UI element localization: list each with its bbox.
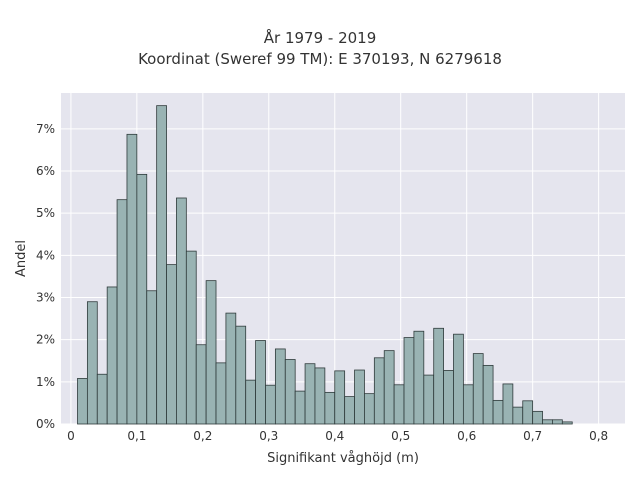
gridlines [61, 93, 625, 425]
histogram-bar [423, 374, 435, 425]
histogram-bar [235, 325, 247, 425]
histogram-bar [561, 421, 573, 425]
histogram-bar [205, 280, 217, 425]
histogram-bar [86, 301, 98, 425]
histogram-bar [364, 393, 375, 425]
histogram-bar [255, 340, 266, 425]
histogram-bar [472, 353, 484, 425]
histogram-bar [245, 379, 256, 425]
histogram-bar [284, 359, 296, 425]
x-tick-label: 0,2 [193, 429, 212, 443]
histogram-bar [453, 333, 464, 425]
x-tick-label: 0 [67, 429, 75, 443]
histogram-bar [344, 396, 355, 425]
y-axis-label: Andel [14, 240, 29, 277]
histogram-bar [552, 419, 563, 425]
histogram-bar [185, 250, 197, 425]
histogram-bar [433, 327, 444, 425]
x-tick-label: 0,7 [523, 429, 542, 443]
histogram-bar [443, 370, 454, 425]
histogram-bar [195, 344, 207, 425]
histogram-bar [334, 370, 346, 425]
histogram-bar [482, 364, 494, 425]
histogram-bar [532, 410, 543, 425]
histogram-bar [383, 350, 395, 425]
histogram-bar [166, 264, 177, 425]
histogram-bar [294, 390, 306, 425]
x-tick-label: 0,1 [127, 429, 146, 443]
x-axis-ticks: 0 0,1 0,2 0,3 0,4 0,5 0,6 0,7 0,8 [67, 429, 608, 443]
histogram-bar [492, 399, 504, 425]
histogram-bar [413, 330, 425, 425]
histogram-bar [274, 348, 286, 425]
y-tick-label: 4% [36, 248, 55, 262]
x-tick-label: 0,5 [391, 429, 410, 443]
histogram-bar [77, 378, 88, 425]
histogram-bar [522, 400, 534, 425]
histogram-bar [96, 373, 108, 425]
histogram-bar [324, 391, 336, 425]
y-tick-label: 2% [36, 333, 55, 347]
y-tick-label: 5% [36, 206, 55, 220]
histogram-bar [106, 286, 118, 425]
histogram-bar [146, 290, 158, 425]
y-tick-label: 0% [36, 417, 55, 431]
x-tick-label: 0,3 [259, 429, 278, 443]
chart-title: År 1979 - 2019 [263, 29, 377, 47]
histogram-bar [304, 363, 316, 425]
x-tick-label: 0,4 [325, 429, 344, 443]
histogram-bar [542, 419, 553, 425]
histogram-bar [314, 367, 326, 425]
y-tick-label: 3% [36, 291, 55, 305]
bars [77, 105, 573, 425]
x-tick-label: 0,8 [589, 429, 608, 443]
histogram-bar [393, 384, 405, 425]
histogram-bar [136, 173, 148, 425]
histogram-bar [156, 105, 167, 425]
histogram-bar [215, 362, 227, 425]
histogram-bar [116, 199, 128, 425]
y-tick-label: 1% [36, 375, 55, 389]
chart-subtitle: Koordinat (Sweref 99 TM): E 370193, N 62… [138, 50, 502, 68]
x-axis-label: Signifikant våghöjd (m) [267, 451, 419, 466]
y-tick-label: 6% [36, 164, 55, 178]
histogram-bar [225, 312, 237, 425]
x-tick-label: 0,6 [457, 429, 476, 443]
histogram-bar [502, 383, 514, 425]
histogram-bar [265, 384, 276, 425]
y-tick-label: 7% [36, 122, 55, 136]
histogram-bar [176, 197, 187, 425]
histogram-bar [354, 369, 365, 425]
histogram-bar [403, 337, 415, 425]
y-axis-ticks: 0% 1% 2% 3% 4% 5% 6% 7% [36, 122, 55, 431]
histogram-bar [512, 406, 524, 425]
histogram-bar [126, 133, 138, 425]
histogram-bar [373, 357, 385, 425]
histogram-bar [462, 384, 474, 425]
